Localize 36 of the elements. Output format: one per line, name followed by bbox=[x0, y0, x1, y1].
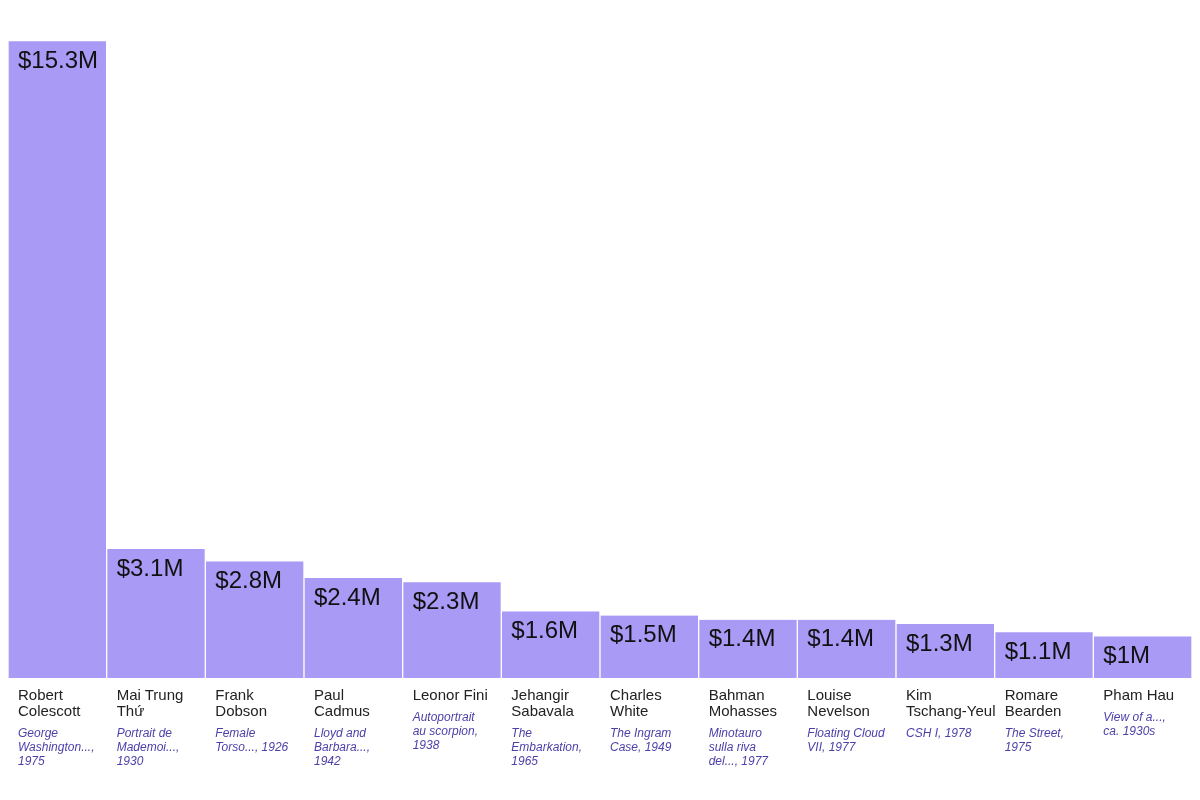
x-tick-label: Pham Hau bbox=[1103, 685, 1175, 703]
text: The Embarkation, 1965 bbox=[511, 726, 583, 769]
data-label: $15.3M bbox=[18, 45, 99, 73]
data-label: $1.4M bbox=[708, 624, 776, 652]
x-tick-label: Jehangir Sabavala bbox=[511, 685, 575, 719]
text: Minotauro sulla riva del..., 1977 bbox=[708, 726, 770, 769]
data-label: $2.3M bbox=[412, 586, 480, 614]
text: Autoportrait au scorpion, 1938 bbox=[411, 710, 479, 753]
x-tick-label: Leonor Fini bbox=[412, 685, 488, 703]
text: CSH I, 1978 bbox=[906, 726, 972, 741]
text: Female Torso..., 1926 bbox=[215, 726, 289, 755]
data-label: $1.5M bbox=[610, 620, 677, 648]
x-tick-label: Paul Cadmus bbox=[314, 685, 370, 719]
x-tick-label: Mai Trung Thứ bbox=[116, 685, 184, 719]
x-tick-label: Bahman Mohasses bbox=[708, 685, 778, 719]
data-label: $1.6M bbox=[511, 616, 579, 644]
text: George Washington..., 1975 bbox=[18, 726, 95, 769]
x-tick-label: Louise Nevelson bbox=[807, 685, 870, 719]
data-label: $2.8M bbox=[215, 566, 283, 594]
x-tick-label: Frank Dobson bbox=[215, 685, 268, 719]
data-label: $1.3M bbox=[906, 628, 973, 656]
x-tick-label: Charles White bbox=[610, 685, 662, 719]
data-label: $1M bbox=[1103, 641, 1151, 668]
data-label: $3.1M bbox=[116, 553, 184, 581]
text: The Ingram Case, 1949 bbox=[610, 726, 672, 755]
text: Portrait de Mademoi..., 1930 bbox=[116, 726, 180, 769]
x-tick-label: Romare Bearden bbox=[1004, 685, 1062, 719]
x-tick-label: Kim Tschang-Yeul bbox=[906, 685, 996, 719]
text: Lloyd and Barbara..., 1942 bbox=[314, 726, 371, 769]
x-tick-label: Robert Colescott bbox=[18, 685, 82, 719]
data-label: $1.1M bbox=[1004, 636, 1072, 664]
data-label: $2.4M bbox=[314, 582, 381, 610]
text: Floating Cloud VII, 1977 bbox=[807, 726, 886, 755]
data-label: $1.4M bbox=[807, 624, 875, 652]
text: The Street, 1975 bbox=[1004, 726, 1065, 755]
text: View of a..., ca. 1930s bbox=[1103, 710, 1166, 739]
